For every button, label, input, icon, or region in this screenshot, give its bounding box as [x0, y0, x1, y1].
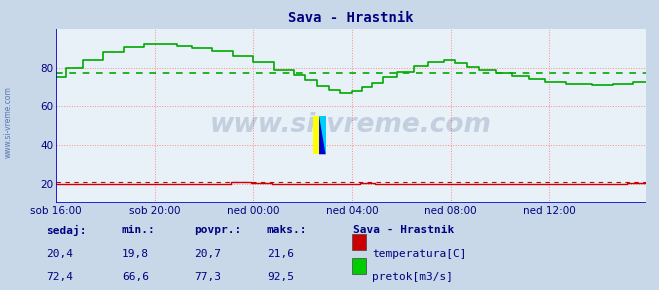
Text: 72,4: 72,4 [46, 272, 73, 282]
Text: www.si-vreme.com: www.si-vreme.com [210, 112, 492, 138]
Text: 21,6: 21,6 [267, 249, 294, 258]
Text: 20,4: 20,4 [46, 249, 73, 258]
Text: pretok[m3/s]: pretok[m3/s] [372, 272, 453, 282]
Text: sedaj:: sedaj: [46, 225, 86, 236]
Text: 92,5: 92,5 [267, 272, 294, 282]
Text: 66,6: 66,6 [122, 272, 149, 282]
Text: www.si-vreme.com: www.si-vreme.com [3, 86, 13, 158]
Text: temperatura[C]: temperatura[C] [372, 249, 467, 258]
Text: Sava - Hrastnik: Sava - Hrastnik [353, 225, 454, 235]
Text: maks.:: maks.: [267, 225, 307, 235]
Title: Sava - Hrastnik: Sava - Hrastnik [288, 11, 414, 25]
Text: povpr.:: povpr.: [194, 225, 242, 235]
Text: 19,8: 19,8 [122, 249, 149, 258]
Text: 77,3: 77,3 [194, 272, 221, 282]
Text: 20,7: 20,7 [194, 249, 221, 258]
Text: min.:: min.: [122, 225, 156, 235]
